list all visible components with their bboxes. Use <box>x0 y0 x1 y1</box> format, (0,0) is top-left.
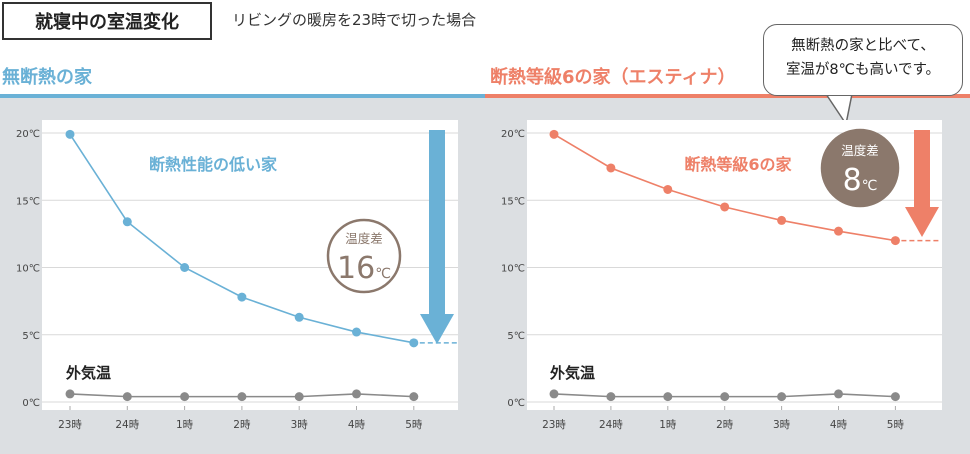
x-tick-label-0-6: 5時 <box>405 419 423 431</box>
x-tick-label-0-4: 3時 <box>291 419 309 431</box>
callout-line1: 無断熱の家と比べて、 <box>774 34 952 58</box>
data-point-1-1-5 <box>834 389 843 398</box>
x-tick-label-0-0: 23時 <box>58 419 82 431</box>
x-tick-label-0-3: 2時 <box>233 419 251 431</box>
data-point-1-0-2 <box>663 185 672 194</box>
x-tick-label-0-2: 1時 <box>176 419 194 431</box>
data-point-1-1-6 <box>891 392 900 401</box>
data-point-0-0-1 <box>123 217 132 226</box>
y-tick-label-1-4: 20℃ <box>501 129 525 140</box>
x-tick-label-0-5: 4時 <box>348 419 366 431</box>
data-point-1-1-0 <box>550 389 559 398</box>
x-tick-label-1-6: 5時 <box>887 419 905 431</box>
data-point-0-0-5 <box>352 328 361 337</box>
y-tick-label-0-2: 10℃ <box>16 264 40 275</box>
x-tick-label-1-2: 1時 <box>659 419 677 431</box>
x-tick-label-0-1: 24時 <box>115 419 139 431</box>
y-tick-label-0-3: 15℃ <box>16 196 40 207</box>
x-tick-label-1-0: 23時 <box>542 419 566 431</box>
data-point-1-0-3 <box>720 202 729 211</box>
outdoor-label-0: 外気温 <box>65 364 111 382</box>
data-point-0-0-0 <box>66 130 75 139</box>
data-point-0-1-6 <box>409 392 418 401</box>
temp-diff-badge-label-1: 温度差 <box>841 143 879 158</box>
x-tick-label-1-1: 24時 <box>599 419 623 431</box>
data-point-0-0-2 <box>180 263 189 272</box>
temp-diff-unit-1: ℃ <box>862 178 878 194</box>
data-point-0-1-3 <box>237 392 246 401</box>
y-tick-label-1-0: 0℃ <box>507 398 525 409</box>
data-point-0-1-5 <box>352 389 361 398</box>
x-tick-label-1-4: 3時 <box>773 419 791 431</box>
temp-diff-number-0: 16 <box>337 251 375 286</box>
y-tick-label-0-0: 0℃ <box>22 398 40 409</box>
data-point-0-0-6 <box>409 338 418 347</box>
callout-tail <box>826 94 852 124</box>
temp-diff-unit-0: ℃ <box>375 266 391 282</box>
y-tick-label-1-2: 10℃ <box>501 264 525 275</box>
data-point-1-0-0 <box>550 130 559 139</box>
data-point-1-1-2 <box>663 392 672 401</box>
data-point-1-0-6 <box>891 236 900 245</box>
data-point-0-1-1 <box>123 392 132 401</box>
data-point-1-1-4 <box>777 392 786 401</box>
data-point-1-0-1 <box>606 163 615 172</box>
series-label-1: 断熱等級6の家 <box>684 155 792 174</box>
data-point-1-1-1 <box>606 392 615 401</box>
temp-diff-number-1: 8 <box>843 163 862 198</box>
x-tick-label-1-5: 4時 <box>830 419 848 431</box>
callout-bubble: 無断熱の家と比べて、 室温が8℃も高いです。 <box>763 24 963 96</box>
series-label-0: 断熱性能の低い家 <box>149 155 278 174</box>
y-tick-label-1-3: 15℃ <box>501 196 525 207</box>
temp-drop-arrow-shaft-1 <box>914 130 930 207</box>
data-point-0-1-4 <box>295 392 304 401</box>
outdoor-label-1: 外気温 <box>549 364 595 382</box>
y-tick-label-0-4: 20℃ <box>16 129 40 140</box>
temp-diff-badge-label-0: 温度差 <box>345 231 383 246</box>
data-point-1-1-3 <box>720 392 729 401</box>
data-point-1-0-4 <box>777 216 786 225</box>
data-point-0-0-4 <box>295 313 304 322</box>
data-point-0-1-0 <box>66 389 75 398</box>
temp-drop-arrow-shaft-0 <box>429 130 445 314</box>
x-tick-label-1-3: 2時 <box>716 419 734 431</box>
y-tick-label-1-1: 5℃ <box>507 331 525 342</box>
data-point-0-1-2 <box>180 392 189 401</box>
callout-line2: 室温が8℃も高いです。 <box>774 58 952 82</box>
y-tick-label-0-1: 5℃ <box>22 331 40 342</box>
data-point-1-0-5 <box>834 227 843 236</box>
data-point-0-0-3 <box>237 293 246 302</box>
